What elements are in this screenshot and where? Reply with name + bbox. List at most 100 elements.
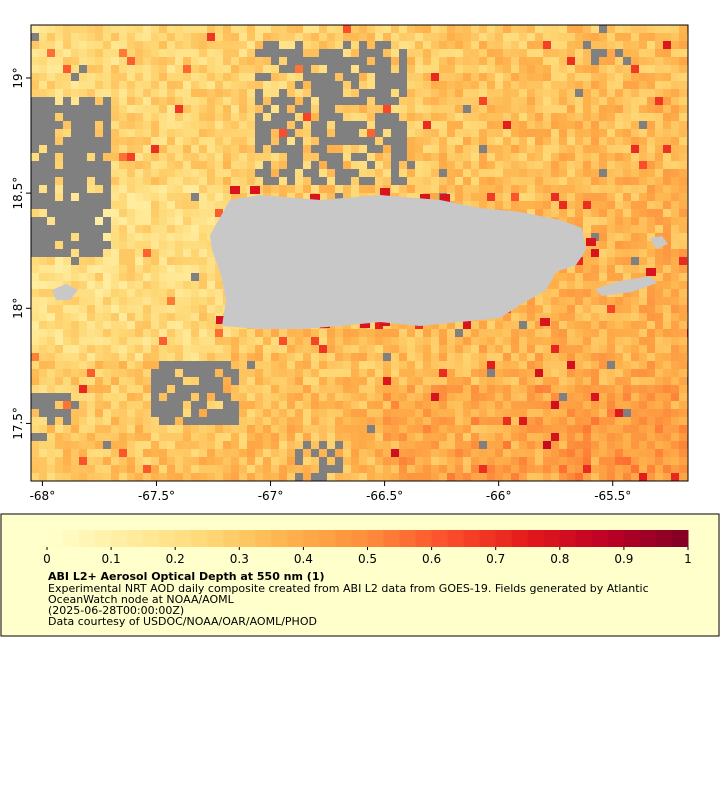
aod-cell [223,377,231,385]
aod-cell [479,89,487,97]
aod-cell [495,449,503,457]
aod-cell [567,137,575,145]
aod-cell [383,457,391,465]
aod-cell [303,49,311,57]
aod-cell [399,345,407,353]
aod-cell [95,257,103,265]
aod-cell [447,441,455,449]
aod-cell [215,25,223,33]
aod-cell [207,177,215,185]
aod-cell [111,273,119,281]
aod-cell [215,129,223,137]
aod-cell [607,41,615,49]
aod-cell [247,89,255,97]
aod-cell [143,145,151,153]
aod-cell [71,113,79,121]
colorbar-segment [623,530,641,547]
aod-cell [111,353,119,361]
aod-cell [519,25,527,33]
aod-cell [207,353,215,361]
aod-cell [639,401,647,409]
aod-cell [639,417,647,425]
aod-cell [471,465,479,473]
aod-cell [159,97,167,105]
aod-cell [119,41,127,49]
aod-cell [391,137,399,145]
aod-cell [295,33,303,41]
aod-cell [447,57,455,65]
aod-cell [511,449,519,457]
aod-cell [207,185,215,193]
aod-cell [423,25,431,33]
aod-cell [543,193,551,201]
aod-cell [447,177,455,185]
aod-cell [39,409,47,417]
aod-cell [167,137,175,145]
aod-cell [127,329,135,337]
aod-cell [367,353,375,361]
aod-cell [287,433,295,441]
aod-cell [423,377,431,385]
aod-cell [199,81,207,89]
aod-cell [111,169,119,177]
aod-cell [431,89,439,97]
aod-cell [271,465,279,473]
aod-cell [199,161,207,169]
aod-cell [111,177,119,185]
aod-cell [279,337,287,345]
aod-cell [495,49,503,57]
aod-cell [143,105,151,113]
aod-cell [415,73,423,81]
aod-cell [183,49,191,57]
aod-cell [191,393,199,401]
aod-cell [39,129,47,137]
aod-cell [327,169,335,177]
aod-cell [567,33,575,41]
aod-cell [431,465,439,473]
aod-cell [143,409,151,417]
aod-cell [95,441,103,449]
aod-cell [535,473,543,481]
aod-cell [655,257,663,265]
aod-cell [319,73,327,81]
aod-cell [663,449,671,457]
aod-cell [351,145,359,153]
colorbar-segment [191,530,208,547]
aod-cell [199,185,207,193]
aod-cell [47,201,55,209]
aod-cell [159,169,167,177]
aod-cell [663,305,671,313]
aod-cell [575,449,583,457]
aod-cell [495,345,503,353]
aod-cell [655,361,663,369]
aod-cell [359,385,367,393]
aod-cell [391,97,399,105]
aod-cell [559,177,567,185]
aod-cell [375,337,383,345]
aod-cell [471,377,479,385]
aod-cell [415,393,423,401]
aod-cell [247,457,255,465]
aod-cell [295,329,303,337]
aod-cell [487,81,495,89]
aod-cell [231,337,239,345]
aod-cell [551,329,559,337]
aod-cell [63,33,71,41]
aod-cell [55,433,63,441]
aod-cell [495,129,503,137]
aod-cell [143,73,151,81]
aod-cell [647,449,655,457]
aod-cell [559,321,567,329]
aod-cell [535,353,543,361]
aod-cell [655,113,663,121]
aod-cell [71,137,79,145]
aod-cell [543,385,551,393]
aod-cell [31,377,39,385]
aod-cell [439,57,447,65]
aod-cell [63,257,71,265]
aod-cell [351,97,359,105]
aod-cell [191,185,199,193]
aod-cell [303,153,311,161]
aod-cell [63,401,71,409]
aod-cell [399,57,407,65]
